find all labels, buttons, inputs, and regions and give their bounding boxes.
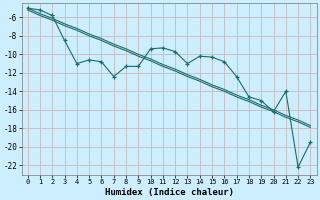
X-axis label: Humidex (Indice chaleur): Humidex (Indice chaleur) <box>105 188 234 197</box>
